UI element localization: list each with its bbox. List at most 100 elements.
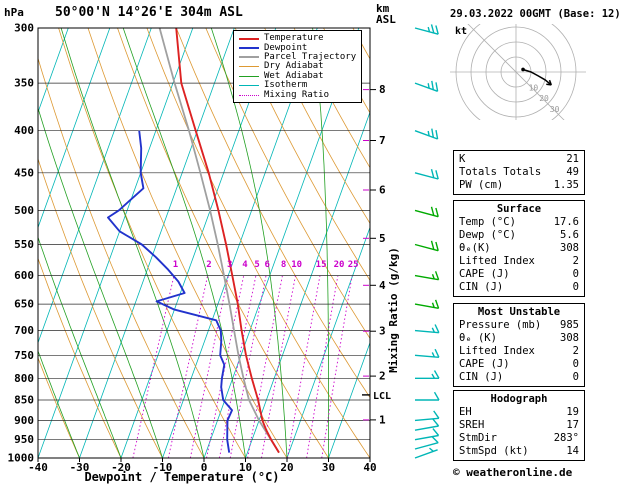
stat-value: 308	[560, 332, 579, 344]
pressure-tick-label: 500	[14, 204, 34, 217]
pressure-tick-label: 400	[14, 124, 34, 137]
stat-label: Lifted Index	[459, 345, 535, 357]
legend-item: Wet Adiabat	[239, 70, 361, 81]
x-axis-title: Dewpoint / Temperature (°C)	[84, 470, 279, 484]
wind-barb	[414, 410, 440, 422]
mixing-ratio-label: 4	[242, 260, 248, 270]
mixing-ratio-label: 20	[334, 260, 345, 270]
stat-value: 14	[566, 445, 579, 457]
pressure-tick-label: 800	[14, 372, 34, 385]
mixing-ratio-label: 6	[264, 260, 269, 270]
stat-row: Pressure (mb) 985	[454, 319, 584, 332]
km-tick-label: 4	[379, 279, 386, 292]
hodograph-ring-label: 30	[550, 105, 560, 114]
legend-item-label: Dewpoint	[264, 42, 308, 53]
pressure-tick-label: 350	[14, 77, 34, 90]
km-tick-label: 3	[379, 325, 386, 338]
pressure-tick-label: 600	[14, 269, 34, 282]
wind-barb	[414, 299, 440, 309]
legend-line-sample	[239, 37, 259, 40]
legend-item-label: Temperature	[264, 33, 324, 44]
stats-box-most-unstable: Most Unstable Pressure (mb) 985 θₑ (K) 308 Li…	[453, 303, 585, 387]
legend-item: Dewpoint	[239, 43, 361, 52]
stat-row: CIN (J) 0	[454, 371, 584, 384]
wind-barb	[414, 435, 439, 450]
wind-barb	[414, 428, 440, 441]
stat-label: θₑ(K)	[459, 242, 491, 254]
wind-barb	[414, 169, 439, 180]
stats-box-title: Hodograph	[490, 393, 548, 405]
stat-label: CIN (J)	[459, 371, 504, 383]
lcl-marker: LCL	[362, 391, 391, 402]
stat-label: CAPE (J)	[459, 268, 510, 280]
temp-axis-labels: -40 -30 -20 -10 0 10 20 30 40 Dewpoint / Temperat…	[28, 458, 377, 484]
temp-tick-label: -10	[153, 461, 173, 474]
stats-box-indices: K 21 Totals Totals 49 PW (cm) 1.35	[453, 150, 585, 195]
stat-value: 2	[572, 345, 579, 357]
stat-label: StmSpd (kt)	[459, 445, 529, 457]
legend-line-sample	[239, 47, 259, 50]
legend-item: Isotherm	[239, 81, 361, 90]
legend-item-label: Isotherm	[264, 80, 308, 91]
wind-barb	[414, 206, 439, 218]
pressure-tick-label: 750	[14, 349, 34, 362]
wind-barb	[414, 240, 439, 252]
pressure-gridlines	[38, 28, 370, 458]
stat-label: θₑ (K)	[459, 332, 497, 344]
stat-label: Totals Totals	[459, 166, 542, 178]
wind-barb	[414, 418, 440, 431]
mixing-ratio-axis-title: Mixing Ratio (g/kg)	[387, 247, 400, 373]
legend-item: Mixing Ratio	[239, 90, 361, 99]
stat-row: StmDir 283°	[454, 432, 584, 445]
wind-barb	[414, 128, 439, 140]
pressure-tick-label: 700	[14, 324, 34, 337]
stats-box-hodograph: Hodograph EH 19 SREH 17 StmDir 283° StmSpd (kt)…	[453, 390, 585, 461]
stat-label: StmDir	[459, 432, 497, 444]
sounding-curves	[107, 28, 280, 454]
pressure-tick-label: 850	[14, 394, 34, 407]
wind-barb	[414, 348, 440, 358]
km-axis: 1 2 3 4 5 6 7 8 Mixing Ratio (g/kg)	[363, 83, 400, 426]
stat-value: 2	[572, 255, 579, 267]
wind-barb	[415, 391, 440, 401]
legend-item: Parcel Trajectory	[239, 52, 361, 62]
mixing-ratio-label: 25	[348, 260, 359, 270]
stat-row: Lifted Index 2	[454, 345, 584, 358]
temperature-curve	[175, 28, 280, 454]
stat-label: Dewp (°C)	[459, 229, 516, 241]
legend-line-sample	[239, 56, 259, 59]
wind-barb	[414, 271, 440, 281]
station-title: 50°00'N 14°26'E 304m ASL	[55, 5, 243, 20]
stat-row: Lifted Index 2	[454, 255, 584, 268]
legend-item-label: Wet Adiabat	[264, 70, 324, 81]
km-tick-label: 6	[379, 184, 386, 197]
wind-barb	[415, 370, 440, 379]
stat-value: 21	[566, 153, 579, 165]
legend: Temperature Dewpoint Parcel Trajectory Dry …	[233, 30, 362, 103]
mixing-ratio-label: 3	[227, 260, 232, 270]
dewpoint-curve	[107, 130, 233, 453]
pressure-tick-label: 900	[14, 414, 34, 427]
stat-label: Lifted Index	[459, 255, 535, 267]
temp-tick-label: 10	[239, 461, 252, 474]
mixing-ratio-labels: 1 2 3 4 5 6 8 10 15 20 25	[173, 260, 359, 270]
legend-line-sample	[239, 94, 259, 96]
temp-tick-label: 40	[363, 461, 376, 474]
stat-value: 17.6	[553, 216, 579, 228]
legend-line-sample	[239, 75, 259, 77]
stat-value: 1.35	[553, 179, 579, 191]
run-title: 29.03.2022 00GMT (Base: 12)	[450, 8, 621, 20]
altitude-datum-label: ASL	[376, 13, 396, 26]
stat-row: CAPE (J) 0	[454, 358, 584, 371]
mixing-ratio-label: 1	[173, 260, 178, 270]
altitude-axis-title: km ASL	[376, 3, 396, 25]
stat-label: PW (cm)	[459, 179, 504, 191]
hodograph-ring-label: 20	[539, 94, 549, 103]
stat-value: 0	[572, 358, 579, 370]
legend-item: Dry Adiabat	[239, 62, 361, 71]
hodograph: 10 20 30 kt	[450, 24, 586, 120]
trace-origin-dot	[521, 67, 525, 72]
mixing-ratio-label: 10	[291, 260, 302, 270]
